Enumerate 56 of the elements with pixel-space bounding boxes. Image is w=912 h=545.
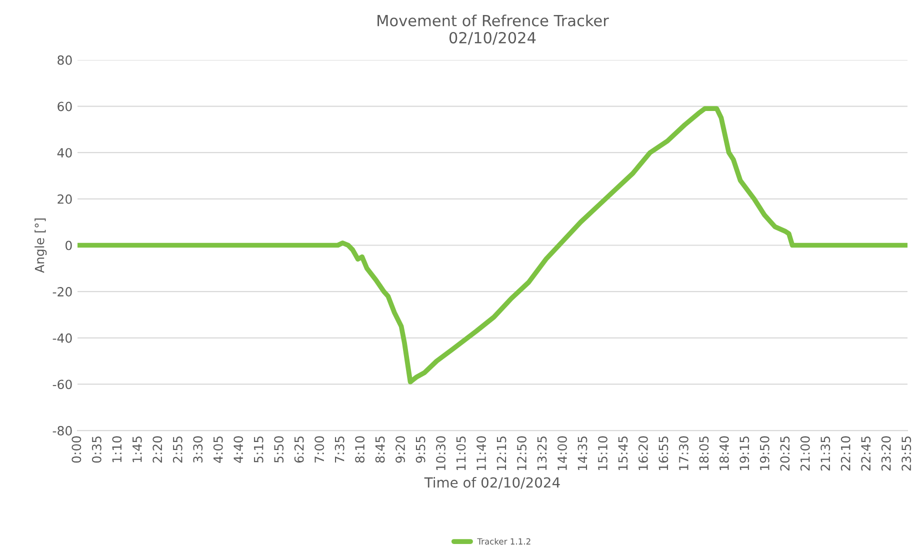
x-tick-label: 13:25 [537, 436, 547, 470]
x-axis-title: Time of 02/10/2024 [424, 476, 560, 489]
x-tick-label: 0:00 [72, 436, 82, 463]
y-tick-label: -80 [52, 426, 72, 436]
x-tick-label: 20:25 [780, 436, 790, 471]
y-tick-label: 40 [57, 148, 72, 158]
x-tick-label: 15:45 [618, 436, 628, 470]
y-tick-label: -60 [52, 380, 72, 390]
x-tick-label: 9:20 [396, 436, 406, 463]
y-tick-label: 0 [66, 240, 72, 250]
x-tick-label: 22:10 [840, 436, 850, 471]
x-tick-label: 2:55 [172, 436, 182, 463]
x-tick-label: 11:05 [456, 436, 466, 470]
x-tick-label: 5:15 [254, 436, 264, 463]
x-tick-label: 2:20 [152, 436, 162, 463]
x-tick-label: 14:35 [578, 436, 588, 470]
x-tick-label: 23:55 [902, 436, 912, 471]
x-tick-label: 8:45 [375, 436, 385, 463]
line-series [78, 106, 908, 384]
x-tick-label: 18:40 [719, 436, 729, 470]
x-tick-label: 4:40 [234, 436, 244, 463]
x-tick-label: 16:20 [638, 436, 648, 470]
x-tick-label: 16:55 [658, 436, 668, 470]
x-tick-label: 4:05 [213, 436, 223, 463]
x-tick-label: 23:20 [881, 436, 891, 471]
x-tick-label: 12:15 [496, 436, 506, 470]
x-tick-label: 3:30 [193, 436, 203, 463]
x-tick-label: 19:15 [740, 436, 750, 470]
y-tick-label: -20 [52, 287, 72, 296]
x-tick-label: 7:00 [314, 436, 324, 462]
x-tick-label: 21:00 [800, 436, 810, 471]
x-tick-label: 11:40 [476, 436, 486, 470]
x-tick-label: 18:05 [699, 436, 709, 470]
x-tick-label: 1:10 [112, 436, 122, 462]
y-axis-title: Angle [°] [34, 218, 47, 273]
chart-title: Movement of Refrence Tracker 02/10/2024 [378, 14, 609, 45]
y-tick-label: 60 [58, 102, 72, 112]
legend-label: Tracker 1.1.2 [477, 538, 530, 545]
x-tick-label: 12:50 [517, 436, 526, 470]
x-tick-label: 19:50 [760, 436, 770, 470]
x-tick-label: 10:30 [436, 436, 446, 470]
y-tick-label: 20 [58, 194, 72, 204]
x-tick-label: 22:45 [861, 436, 871, 471]
x-tick-label: 8:10 [355, 436, 365, 463]
x-tick-label: 17:30 [678, 436, 688, 470]
x-tick-label: 14:00 [558, 436, 567, 470]
y-tick-label: -40 [52, 333, 72, 343]
x-tick-label: 9:55 [416, 436, 426, 463]
x-tick-label: 0:35 [92, 436, 102, 463]
y-tick-label: 80 [58, 55, 72, 65]
x-tick-label: 5:50 [274, 436, 284, 463]
x-tick-label: 7:35 [334, 436, 344, 462]
x-tick-label: 21:35 [820, 436, 830, 471]
x-tick-label: 1:45 [132, 436, 142, 462]
x-tick-label: 15:10 [598, 436, 608, 470]
x-tick-label: 6:25 [294, 436, 304, 463]
